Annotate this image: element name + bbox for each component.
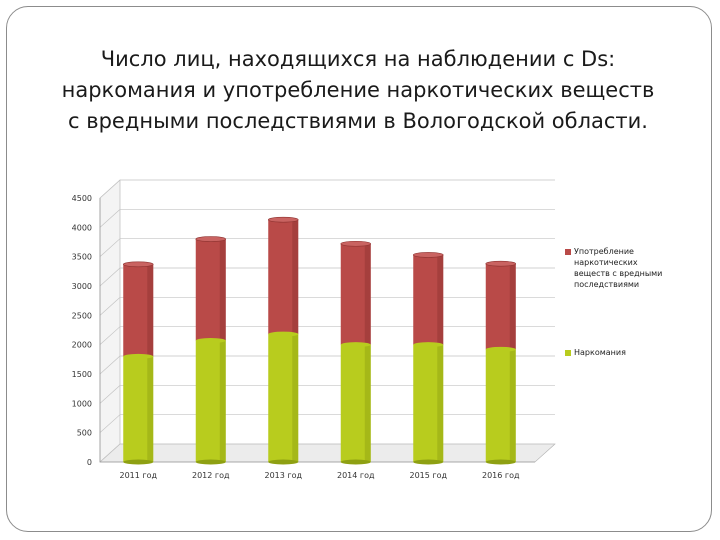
y-tick-label: 1000: [72, 399, 92, 408]
bar-upotreblenie-shade: [364, 243, 371, 345]
bar-base: [123, 459, 154, 465]
bar-upotreblenie: [123, 264, 154, 357]
x-category-label: 2012 год: [192, 471, 230, 480]
legend-upotreblenie-label: Употребление наркотических веществ с вре…: [574, 247, 663, 289]
bar-joint: [413, 342, 444, 348]
bar-narkomania: [340, 344, 371, 462]
bar-narkomania: [413, 344, 444, 462]
bar-narkomania-shade: [292, 334, 299, 462]
y-tick-label: 500: [77, 429, 92, 438]
y-tick-label: 2500: [72, 311, 92, 320]
bar-top: [485, 260, 517, 267]
bar-upotreblenie-shade: [437, 254, 444, 345]
side-wall: [99, 179, 121, 463]
bar-upotreblenie-shade: [219, 239, 226, 341]
x-category-label: 2016 год: [482, 471, 520, 480]
x-category-label: 2013 год: [264, 471, 302, 480]
bar-upotreblenie: [195, 239, 226, 341]
y-tick-label: 4500: [72, 194, 92, 203]
y-tick-label: 1500: [72, 370, 92, 379]
y-tick-label: 3500: [72, 253, 92, 262]
chart-title: Число лиц, находящихся на наблюдении с D…: [18, 44, 698, 137]
gridline: [99, 179, 555, 199]
y-tick-label: 4000: [72, 223, 92, 232]
bar-top: [195, 236, 227, 242]
bar-joint: [340, 342, 371, 348]
gridline: [99, 384, 555, 404]
gridline: [99, 267, 555, 287]
bar-base: [413, 459, 444, 465]
bar-top: [267, 216, 299, 223]
gridline: [99, 414, 555, 433]
y-tick-label: 2000: [72, 341, 92, 350]
bar-upotreblenie: [485, 263, 516, 350]
gridline: [99, 326, 555, 345]
bar-narkomania: [123, 356, 154, 462]
legend-narkomania-label: Наркомания: [574, 348, 626, 357]
gridline: [99, 208, 555, 228]
bar-narkomania: [268, 334, 299, 462]
bar-top: [340, 240, 372, 247]
gridline: [99, 355, 555, 375]
x-category-label: 2011 год: [119, 471, 157, 480]
bar-top: [122, 261, 154, 268]
title-line-3: с вредными последствиями в Вологодской о…: [67, 109, 648, 133]
x-category-label: 2015 год: [409, 471, 447, 480]
bar-narkomania-shade: [364, 344, 371, 462]
bar-upotreblenie: [413, 254, 444, 345]
bar-joint: [123, 353, 154, 359]
gridline: [99, 238, 555, 257]
bar-upotreblenie: [340, 243, 371, 345]
bar-joint: [485, 346, 516, 352]
gridline: [99, 296, 555, 316]
bar-narkomania-shade: [219, 340, 226, 462]
bar-base: [195, 459, 226, 465]
y-tick-label: 3000: [72, 282, 92, 291]
legend-narkomania-swatch: [565, 350, 571, 356]
x-category-label: 2014 год: [337, 471, 375, 480]
y-tick-label: 0: [87, 458, 92, 467]
bar-upotreblenie-shade: [292, 219, 299, 335]
gridline: [99, 443, 555, 463]
bar-narkomania-shade: [509, 349, 516, 462]
legend-upotreblenie-swatch: [565, 249, 571, 255]
bar-narkomania: [485, 349, 516, 462]
bar-upotreblenie-shade: [147, 264, 154, 357]
bar-base: [340, 459, 371, 465]
bar-upotreblenie-shade: [509, 263, 516, 350]
bar-narkomania-shade: [147, 356, 154, 462]
bar-base: [268, 459, 299, 465]
bar-narkomania: [195, 340, 226, 462]
title-line-1: Число лиц, находящихся на наблюдении с D…: [100, 47, 616, 71]
bar-joint: [268, 331, 299, 337]
bar-joint: [195, 338, 226, 344]
bar-upotreblenie: [268, 219, 299, 335]
bar-base: [485, 459, 516, 465]
title-line-2: наркомания и употребление наркотических …: [61, 78, 655, 102]
bar-top: [412, 252, 444, 258]
bar-narkomania-shade: [437, 344, 444, 462]
